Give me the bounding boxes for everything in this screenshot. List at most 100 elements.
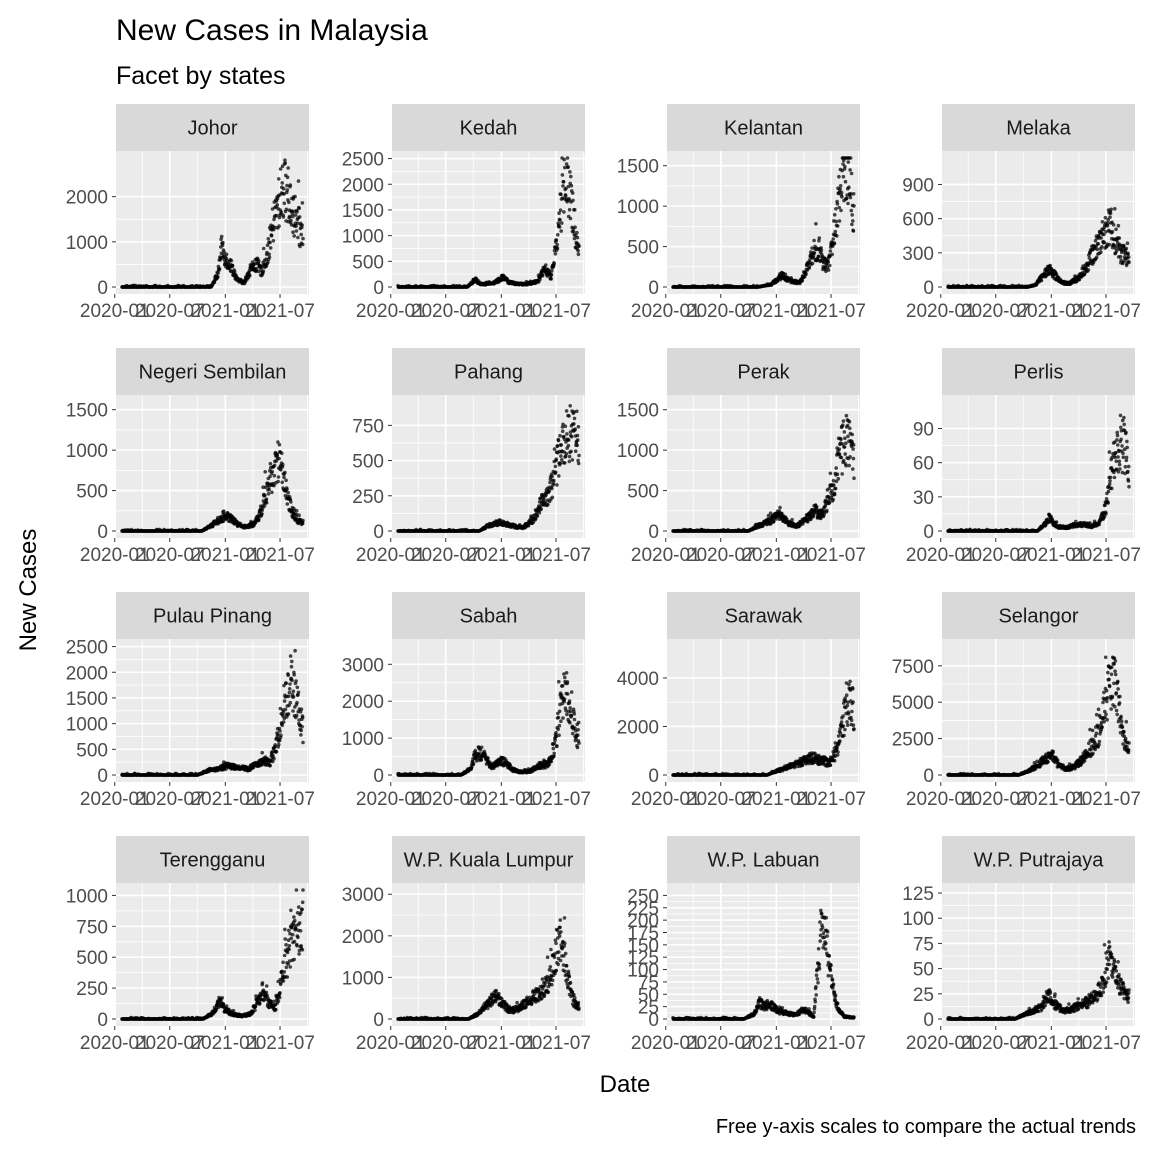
data-point [841, 423, 845, 428]
data-point [283, 158, 287, 162]
data-point [826, 268, 831, 272]
data-point [272, 463, 277, 468]
data-point [300, 242, 305, 247]
data-point [810, 261, 815, 266]
y-tick-label: 1000 [66, 233, 108, 254]
facet-strip [392, 104, 585, 151]
data-point [837, 219, 842, 223]
data-point [790, 517, 794, 522]
data-point [263, 470, 268, 474]
data-point [840, 472, 844, 476]
data-point [222, 250, 226, 254]
data-point [554, 457, 559, 462]
data-point [219, 237, 223, 242]
data-point [569, 449, 573, 454]
data-point [800, 278, 805, 283]
x-tick-label: 2021-07 [796, 545, 866, 566]
data-point [851, 192, 856, 196]
data-point [831, 497, 835, 502]
data-point [560, 221, 564, 225]
data-point [1106, 221, 1110, 225]
data-point [562, 210, 566, 214]
data-point [1113, 207, 1117, 211]
data-point [281, 462, 285, 467]
data-point [826, 260, 831, 264]
data-point [848, 455, 852, 459]
data-point [272, 473, 277, 478]
data-point [535, 514, 540, 518]
data-point [563, 424, 568, 429]
data-point [848, 156, 853, 160]
data-point [575, 433, 580, 438]
data-point [850, 222, 854, 227]
x-tick-label: 2020-01 [356, 301, 426, 322]
data-point [568, 404, 572, 408]
data-point [268, 474, 272, 479]
facet-strip [116, 104, 309, 151]
data-point [816, 254, 821, 259]
data-points [946, 207, 1131, 289]
data-point [831, 478, 836, 483]
data-points [396, 156, 581, 289]
data-point [270, 469, 275, 474]
data-point [552, 478, 556, 483]
data-point [831, 237, 835, 241]
data-point [268, 240, 272, 245]
data-point [277, 456, 281, 461]
data-point [559, 229, 563, 233]
data-point [280, 451, 284, 456]
data-point [562, 157, 566, 162]
data-point [835, 472, 840, 477]
data-point [266, 492, 271, 496]
data-point [296, 235, 300, 240]
data-point [822, 260, 826, 265]
data-point [275, 452, 280, 457]
data-point [839, 455, 844, 460]
x-tick-label: 2021-01 [190, 301, 260, 322]
y-tick-label: 0 [97, 278, 108, 299]
chart-subtitle: Facet by states [116, 62, 286, 90]
data-point [576, 252, 581, 257]
data-point [556, 233, 560, 237]
data-point [216, 275, 220, 279]
data-point [287, 200, 291, 205]
data-point [837, 447, 841, 452]
data-point [564, 409, 569, 413]
x-tick-label: 2021-07 [796, 301, 866, 322]
data-point [850, 432, 854, 437]
data-point [844, 196, 849, 201]
data-point [569, 435, 574, 439]
facet-strip-label: Kedah [460, 118, 518, 140]
data-point [283, 161, 288, 165]
x-tick-label: 2021-07 [245, 301, 315, 322]
data-point [282, 475, 286, 480]
data-point [1126, 251, 1130, 256]
data-point [276, 479, 281, 484]
y-tick-label: 1000 [342, 227, 384, 248]
data-point [573, 225, 577, 229]
data-point [571, 198, 575, 203]
data-point [830, 252, 834, 257]
data-point [1099, 250, 1103, 255]
data-point [847, 185, 851, 189]
y-tick-label: 500 [627, 238, 659, 259]
data-point [566, 184, 571, 189]
data-point [555, 444, 560, 448]
y-tick-label: 250 [352, 487, 384, 508]
y-tick-label: 1500 [617, 157, 659, 178]
panel-background [116, 151, 309, 294]
data-point [230, 263, 235, 268]
data-point [838, 187, 842, 191]
data-point [294, 224, 298, 228]
data-point [819, 248, 824, 253]
data-point [817, 236, 822, 240]
data-point [553, 464, 558, 469]
facet-strip-label: Johor [187, 118, 237, 140]
data-point [557, 474, 561, 478]
data-point [297, 513, 301, 517]
data-point [295, 209, 299, 214]
data-point [827, 500, 832, 505]
data-point [301, 236, 305, 241]
data-point [814, 222, 818, 226]
